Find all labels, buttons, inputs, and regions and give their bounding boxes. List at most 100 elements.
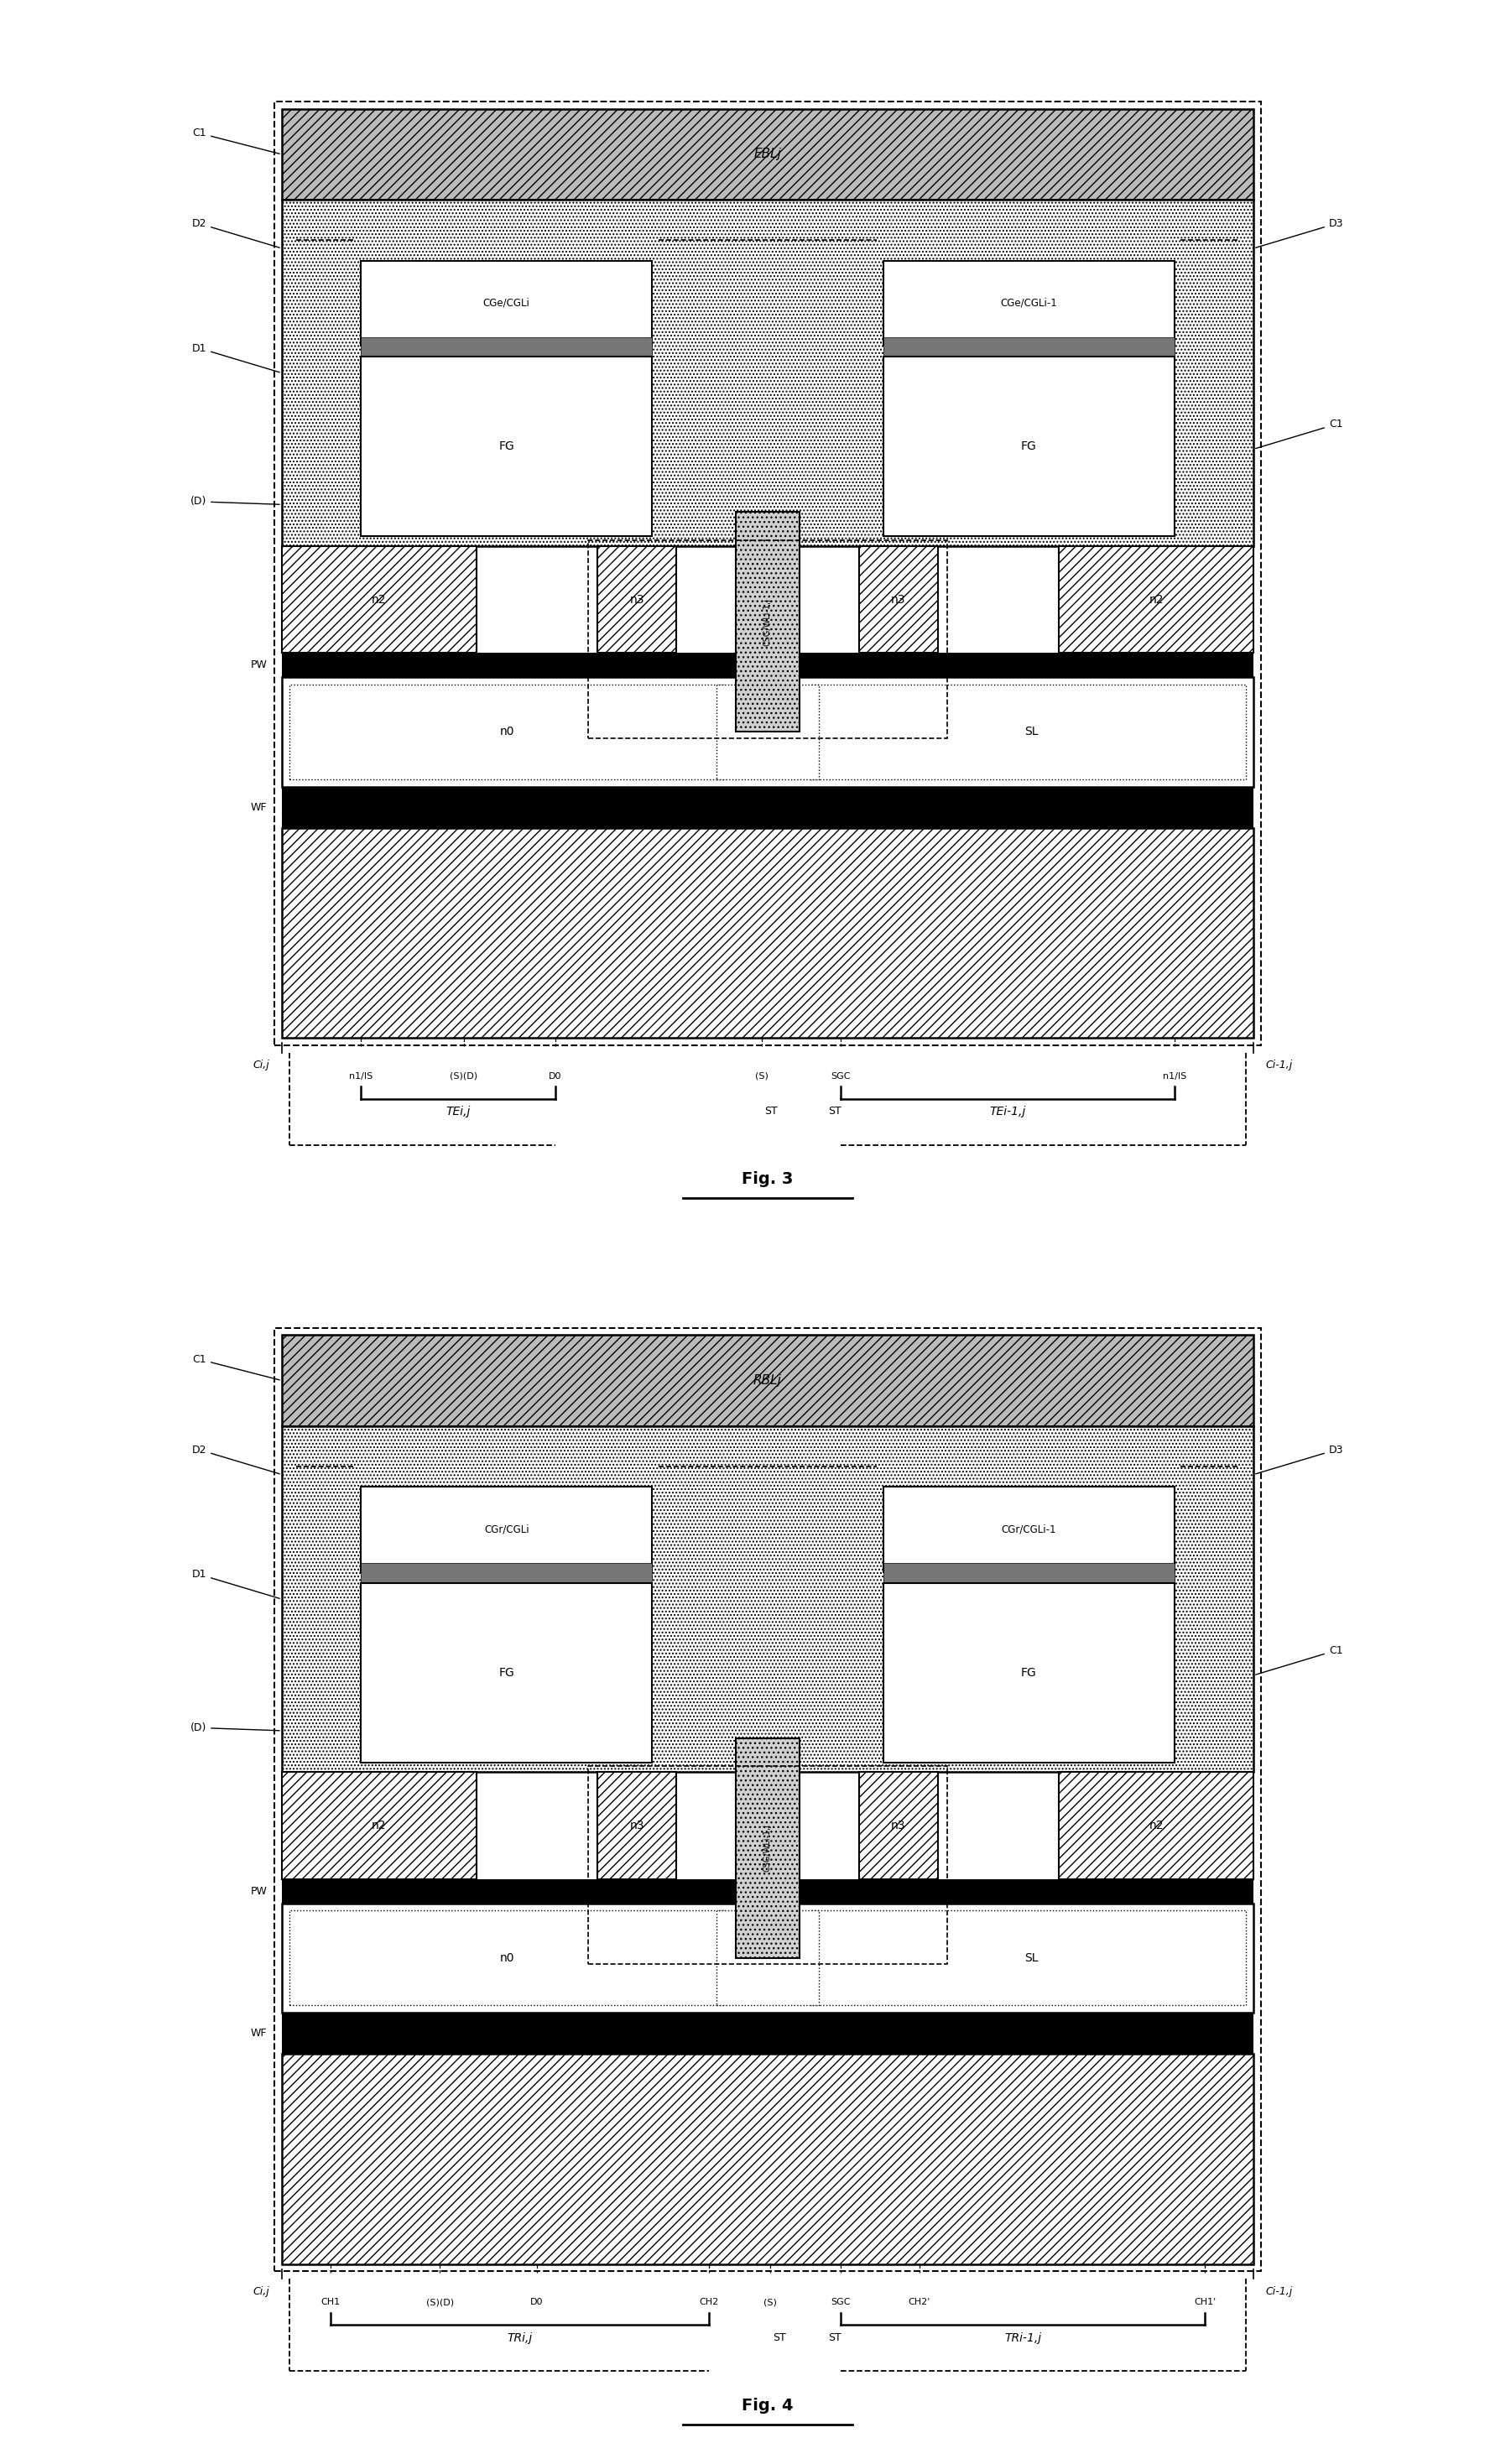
- Bar: [736, 513, 799, 732]
- Text: Ci,j: Ci,j: [254, 1060, 269, 1072]
- Text: C1: C1: [192, 128, 280, 153]
- Text: (S): (S): [763, 2299, 777, 2306]
- Bar: [289, 1910, 725, 2006]
- Text: D2: D2: [192, 1444, 280, 1473]
- Bar: [736, 1737, 799, 1959]
- Text: ST: ST: [828, 1106, 842, 1116]
- Text: FG: FG: [1021, 1666, 1037, 1678]
- Text: C1: C1: [192, 1353, 280, 1380]
- Bar: [882, 338, 1174, 357]
- Bar: [283, 2013, 1254, 2055]
- Text: (S)(D): (S)(D): [426, 2299, 453, 2306]
- Bar: [882, 357, 1174, 537]
- Text: FG: FG: [499, 1666, 514, 1678]
- Text: WF: WF: [251, 2028, 267, 2038]
- Bar: [858, 1772, 938, 1880]
- Text: n3: n3: [891, 594, 905, 606]
- Text: n2: n2: [372, 594, 387, 606]
- Bar: [361, 338, 653, 357]
- Bar: [283, 1335, 1254, 1427]
- Bar: [283, 108, 1254, 200]
- Text: n3: n3: [891, 1821, 905, 1831]
- Text: CGe/CGLi-1: CGe/CGLi-1: [1000, 298, 1058, 308]
- Bar: [283, 1880, 1254, 1902]
- Bar: [275, 101, 1260, 1045]
- Text: D0: D0: [548, 1072, 562, 1079]
- Text: Fig. 4: Fig. 4: [742, 2397, 793, 2415]
- Bar: [283, 678, 1254, 786]
- Text: n2: n2: [1148, 594, 1163, 606]
- Bar: [283, 547, 476, 653]
- Text: Fig. 3: Fig. 3: [742, 1170, 793, 1188]
- Bar: [283, 786, 1254, 828]
- Text: SL: SL: [1024, 727, 1038, 737]
- Bar: [283, 1902, 1254, 2013]
- Text: CGe/CGLi: CGe/CGLi: [484, 298, 530, 308]
- Text: n1/IS: n1/IS: [349, 1072, 373, 1079]
- Bar: [283, 1772, 476, 1880]
- Text: TEi,j: TEi,j: [446, 1106, 470, 1119]
- Text: D2: D2: [192, 219, 280, 249]
- Bar: [1059, 1772, 1254, 1880]
- Text: CH1': CH1': [1194, 2299, 1216, 2306]
- Bar: [289, 685, 725, 779]
- Text: SGC: SGC: [831, 2299, 851, 2306]
- Text: CH2: CH2: [700, 2299, 719, 2306]
- Bar: [882, 261, 1174, 345]
- Bar: [283, 1427, 1254, 1772]
- Text: EBLj: EBLj: [754, 148, 781, 160]
- Bar: [283, 200, 1254, 547]
- Text: WF: WF: [251, 801, 267, 813]
- Bar: [882, 1582, 1174, 1762]
- Text: n1/IS: n1/IS: [1162, 1072, 1186, 1079]
- Text: n2: n2: [372, 1821, 387, 1831]
- Text: FG: FG: [1021, 441, 1037, 453]
- Bar: [361, 261, 653, 345]
- Bar: [598, 547, 677, 653]
- Bar: [810, 1910, 1247, 2006]
- Text: TRi,j: TRi,j: [508, 2331, 532, 2343]
- Text: TEi-1,j: TEi-1,j: [990, 1106, 1026, 1119]
- Bar: [810, 685, 1247, 779]
- Bar: [716, 685, 819, 779]
- Text: ST: ST: [828, 2331, 842, 2343]
- Text: PW: PW: [251, 1885, 267, 1897]
- Text: CSG/WLi-1,j: CSG/WLi-1,j: [763, 1823, 772, 1873]
- Text: D0: D0: [530, 2299, 544, 2306]
- Text: D3: D3: [1256, 1444, 1343, 1473]
- Bar: [283, 2055, 1254, 2264]
- Text: TRi-1,j: TRi-1,j: [1005, 2331, 1041, 2343]
- Text: CGr/CGLi-1: CGr/CGLi-1: [1002, 1523, 1056, 1535]
- Text: C1: C1: [1256, 1646, 1343, 1676]
- Bar: [361, 1486, 653, 1572]
- Bar: [1059, 547, 1254, 653]
- Bar: [588, 1767, 947, 1964]
- Text: FG: FG: [499, 441, 514, 453]
- Text: (D): (D): [190, 495, 280, 508]
- Bar: [361, 1582, 653, 1762]
- Text: CGr/CGLi: CGr/CGLi: [484, 1523, 529, 1535]
- Text: C1: C1: [1256, 419, 1343, 448]
- Text: (S): (S): [756, 1072, 768, 1079]
- Text: D3: D3: [1256, 219, 1343, 249]
- Bar: [598, 1772, 677, 1880]
- Bar: [858, 547, 938, 653]
- Text: CSG/WLi-1,j: CSG/WLi-1,j: [763, 599, 772, 646]
- Text: Ci,j: Ci,j: [254, 2287, 269, 2296]
- Text: n3: n3: [630, 594, 644, 606]
- Text: n2: n2: [1148, 1821, 1163, 1831]
- Text: n3: n3: [630, 1821, 644, 1831]
- Bar: [588, 540, 947, 737]
- Bar: [882, 1562, 1174, 1582]
- Text: CH2': CH2': [908, 2299, 931, 2306]
- Bar: [283, 828, 1254, 1037]
- Text: ST: ST: [774, 2331, 786, 2343]
- Text: SGC: SGC: [831, 1072, 851, 1079]
- Text: ST: ST: [765, 1106, 778, 1116]
- Text: n0: n0: [500, 727, 514, 737]
- Bar: [361, 1562, 653, 1582]
- Text: (S)(D): (S)(D): [450, 1072, 477, 1079]
- Bar: [275, 1328, 1260, 2272]
- Bar: [716, 1910, 819, 2006]
- Text: D1: D1: [192, 1570, 280, 1599]
